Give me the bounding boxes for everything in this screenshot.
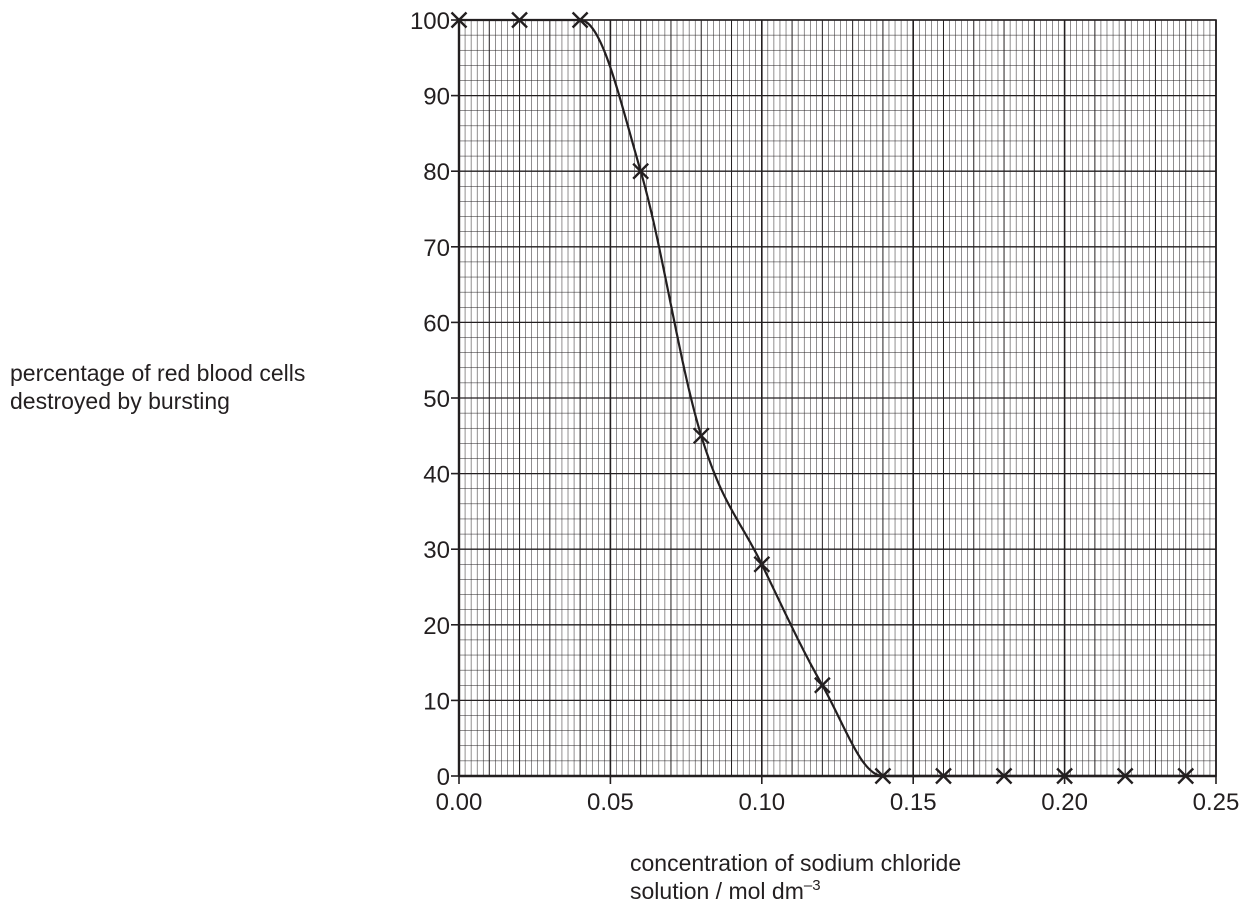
- data-point-marker: [1056, 767, 1073, 785]
- x-tick-label: 0.25: [1193, 789, 1240, 816]
- y-tick-label: 10: [423, 688, 450, 715]
- x-axis-label-line-2: solution / mol dm–3: [630, 877, 821, 905]
- data-point-marker: [632, 162, 650, 180]
- data-point-marker: [1177, 767, 1195, 785]
- data-point-marker: [874, 767, 892, 785]
- data-point-marker: [450, 11, 468, 29]
- x-tick-label: 0.20: [1041, 789, 1088, 816]
- y-tick-label: 40: [423, 462, 450, 489]
- data-point-marker: [814, 676, 831, 694]
- data-point-marker: [995, 767, 1013, 785]
- x-axis-label-units: solution / mol dm: [630, 878, 804, 904]
- y-tick-label: 30: [423, 537, 450, 564]
- data-point-marker: [1116, 767, 1134, 785]
- y-tick-label: 80: [423, 159, 450, 186]
- data-point-marker: [753, 555, 771, 573]
- x-tick-label: 0.15: [890, 789, 937, 816]
- y-axis-label-line-1: percentage of red blood cells: [10, 360, 306, 386]
- data-point-marker: [511, 11, 528, 29]
- y-tick-label: 0: [437, 764, 450, 791]
- data-markers: [450, 11, 1195, 785]
- x-axis-label-exponent: –3: [803, 877, 821, 894]
- x-tick-label: 0.05: [587, 789, 634, 816]
- y-axis-label-line-2: destroyed by bursting: [10, 388, 230, 414]
- data-point-marker: [571, 11, 589, 29]
- y-tick-label: 60: [423, 310, 450, 337]
- y-tick-label: 100: [410, 8, 450, 35]
- series-curve: [459, 18, 1186, 778]
- y-tick-label: 90: [423, 84, 450, 111]
- x-tick-label: 0.10: [738, 789, 785, 816]
- y-tick-label: 70: [423, 235, 450, 262]
- major-gridlines: [458, 19, 1217, 777]
- y-tick-label: 20: [423, 613, 450, 640]
- x-axis-label-line-1: concentration of sodium chloride: [630, 850, 962, 876]
- tick-labels: 0 10 20 30 40 50 60 70 80 90 100 0.00 0.05 0.10 0.15 0.…: [410, 8, 1239, 816]
- data-point-marker: [692, 427, 710, 445]
- axes: [451, 19, 1217, 784]
- data-point-marker: [935, 767, 952, 785]
- y-tick-label: 50: [423, 386, 450, 413]
- x-tick-label: 0.00: [436, 789, 483, 816]
